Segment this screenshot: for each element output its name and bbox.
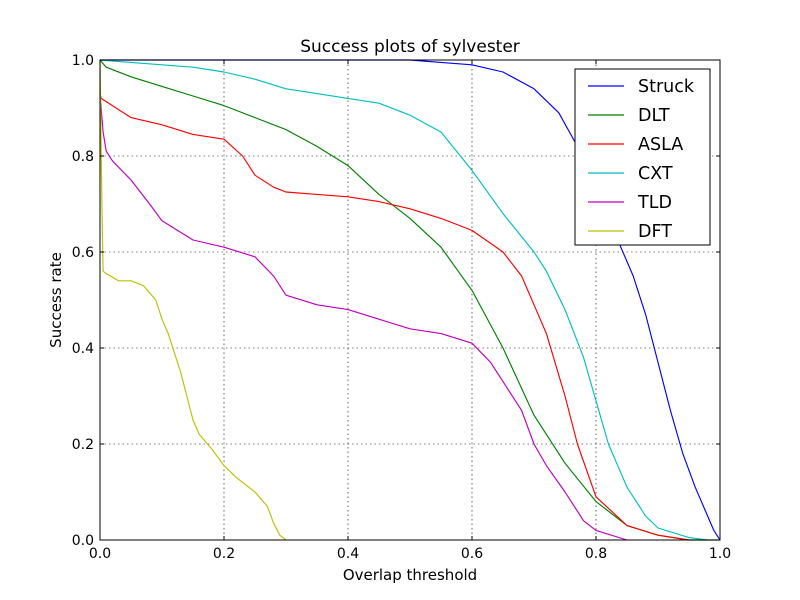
legend-label-struck: Struck [638, 77, 695, 97]
x-tick-label: 0.4 [337, 546, 359, 562]
legend-label-asla: ASLA [638, 135, 683, 155]
y-axis-label: Success rate [47, 252, 65, 348]
x-tick-label: 0.2 [213, 546, 235, 562]
chart-title: Success plots of sylvester [300, 37, 520, 57]
y-tick-label: 0.6 [72, 245, 94, 261]
y-tick-label: 1.0 [72, 53, 94, 69]
legend-label-dft: DFT [638, 222, 672, 242]
series-line-asla [99, 93, 690, 541]
y-tick-label: 0.2 [72, 437, 94, 453]
x-tick-label: 0.6 [461, 546, 483, 562]
legend-label-dlt: DLT [638, 106, 670, 126]
legend-box [574, 68, 711, 246]
series-line-dft [99, 59, 287, 541]
x-tick-label: 1.0 [709, 546, 731, 562]
series-line-dlt [99, 59, 720, 541]
y-tick-label: 0.8 [72, 149, 94, 165]
series-line-cxt [99, 59, 708, 541]
grid-lines [100, 60, 720, 540]
plot-frame [99, 59, 721, 541]
y-tick-label: 0.4 [72, 341, 94, 357]
x-axis-label: Overlap threshold [343, 566, 477, 584]
legend-label-tld: TLD [637, 193, 672, 213]
axis-ticks: 0.0 0.2 0.4 0.6 0.8 1.0 0.0 0.2 0.4 0.6 0.8 1.0 [72, 53, 731, 562]
series-line-tld [99, 93, 628, 541]
x-tick-label: 0.0 [89, 546, 111, 562]
y-tick-label: 0.0 [72, 533, 94, 549]
legend: Struck DLT ASLA CXT TLD DFT [574, 68, 711, 246]
x-tick-label: 0.8 [585, 546, 607, 562]
legend-label-cxt: CXT [638, 164, 673, 184]
